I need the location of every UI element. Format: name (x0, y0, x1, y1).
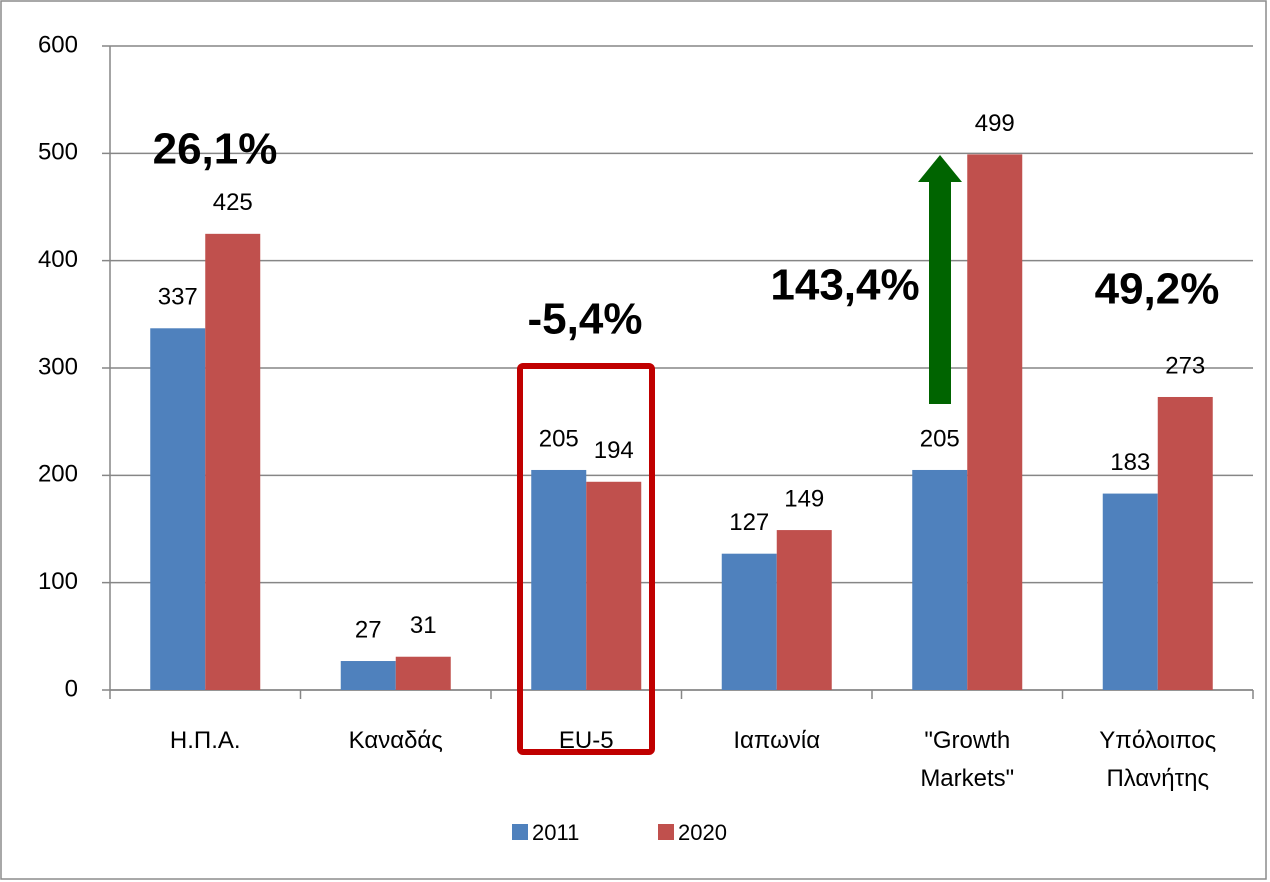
data-label: 425 (213, 189, 253, 216)
data-label: 183 (1110, 449, 1150, 476)
highlight-box (517, 363, 655, 755)
annotation: 143,4% (770, 261, 919, 310)
bar (1102, 493, 1158, 690)
data-label: 127 (729, 509, 769, 536)
data-label: 273 (1165, 352, 1205, 379)
annotation: 49,2% (1095, 265, 1220, 314)
x-tick-label: Η.Π.Α. (169, 727, 241, 754)
data-label: 194 (594, 437, 634, 464)
bar (721, 553, 777, 690)
legend-label: 2020 (678, 820, 727, 845)
bar (395, 656, 451, 690)
y-tick-label: 0 (65, 675, 78, 702)
bar (340, 661, 396, 690)
bar (776, 530, 832, 690)
bar (1157, 396, 1213, 690)
y-tick-label: 200 (38, 461, 78, 488)
data-label: 149 (784, 485, 824, 512)
arrow-shaft (929, 182, 951, 404)
x-tick-label: EU-5 (558, 727, 614, 754)
bars (150, 154, 1213, 691)
y-tick-label: 500 (38, 139, 78, 166)
legend-label: 2011 (532, 820, 579, 845)
x-tick-label: Ιαπωνία (733, 727, 821, 754)
y-tick-label: 400 (38, 246, 78, 273)
x-tick-label: Υπόλοιπος Πλανήτης (1099, 727, 1217, 792)
arrow-head (918, 155, 962, 182)
bar (150, 328, 206, 690)
y-tick-label: 100 (38, 568, 78, 595)
x-tick-label: Καναδάς (348, 727, 443, 754)
growth-arrow (918, 155, 962, 404)
data-label: 27 (355, 616, 382, 643)
annotation: -5,4% (528, 295, 643, 344)
bar (967, 154, 1023, 690)
bar (531, 469, 587, 690)
bar (205, 233, 261, 691)
legend-swatch (658, 824, 674, 840)
data-label: 31 (410, 612, 437, 639)
grid (102, 45, 1254, 699)
x-tick-label: "Growth Markets" (920, 727, 1015, 792)
bar (586, 481, 642, 690)
data-label: 499 (975, 110, 1015, 137)
annotation: 26,1% (153, 125, 278, 174)
data-label: 337 (158, 284, 198, 311)
y-tick-label: 600 (38, 31, 78, 58)
y-tick-label: 300 (38, 353, 78, 380)
data-label: 205 (920, 425, 960, 452)
data-label: 205 (539, 425, 579, 452)
bar (912, 469, 968, 690)
legend-swatch (512, 824, 528, 840)
